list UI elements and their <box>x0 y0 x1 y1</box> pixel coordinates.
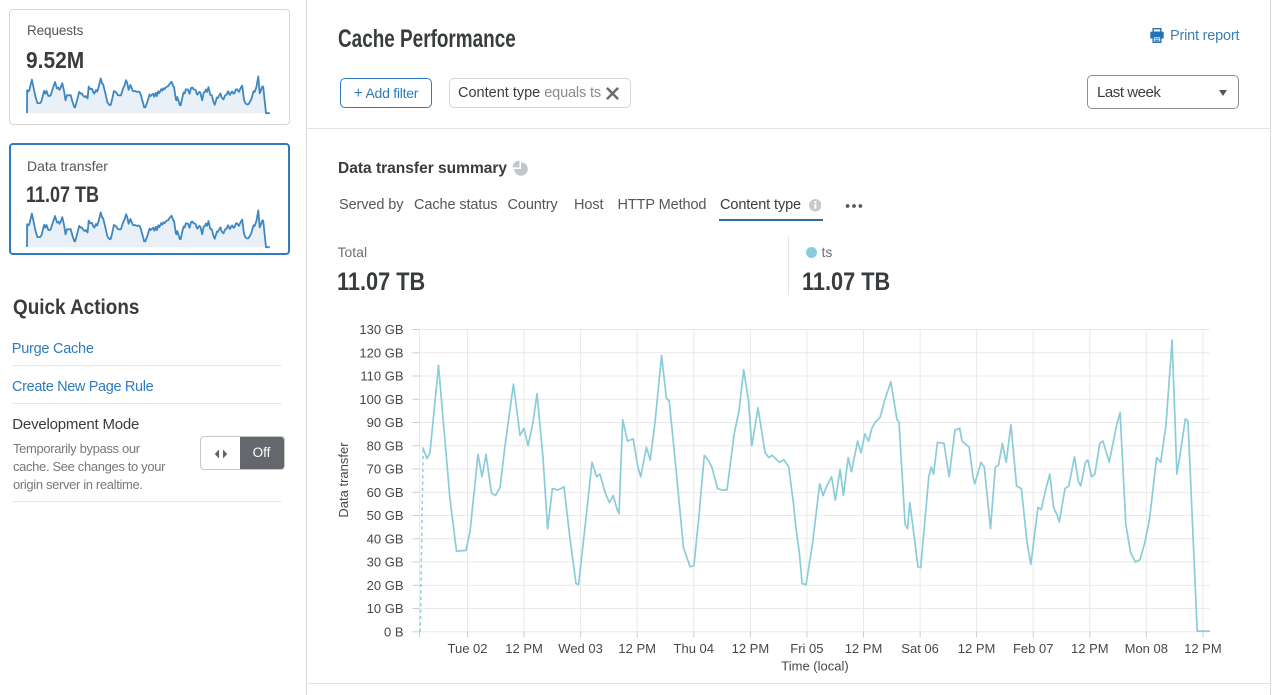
svg-text:12 PM: 12 PM <box>1184 641 1222 656</box>
svg-text:Data transfer: Data transfer <box>336 442 351 518</box>
svg-text:12 PM: 12 PM <box>505 641 543 656</box>
svg-text:90 GB: 90 GB <box>367 415 404 430</box>
svg-text:Mon 08: Mon 08 <box>1125 641 1168 656</box>
svg-text:0 B: 0 B <box>384 624 404 639</box>
svg-text:Tue 02: Tue 02 <box>448 641 488 656</box>
svg-text:Feb 07: Feb 07 <box>1013 641 1053 656</box>
svg-text:Fri 05: Fri 05 <box>790 641 823 656</box>
svg-text:12 PM: 12 PM <box>958 641 996 656</box>
svg-text:12 PM: 12 PM <box>845 641 883 656</box>
svg-text:10 GB: 10 GB <box>367 601 404 616</box>
svg-text:Sat 06: Sat 06 <box>901 641 939 656</box>
svg-text:80 GB: 80 GB <box>367 438 404 453</box>
svg-text:Time (local): Time (local) <box>781 659 848 674</box>
svg-text:70 GB: 70 GB <box>367 462 404 477</box>
svg-text:30 GB: 30 GB <box>367 555 404 570</box>
svg-text:12 PM: 12 PM <box>1071 641 1109 656</box>
svg-text:50 GB: 50 GB <box>367 508 404 523</box>
svg-text:120 GB: 120 GB <box>359 345 403 360</box>
svg-text:100 GB: 100 GB <box>359 392 403 407</box>
svg-text:40 GB: 40 GB <box>367 531 404 546</box>
svg-text:Wed 03: Wed 03 <box>558 641 603 656</box>
svg-text:12 PM: 12 PM <box>618 641 656 656</box>
svg-text:Thu 04: Thu 04 <box>674 641 714 656</box>
svg-text:130 GB: 130 GB <box>359 322 403 337</box>
svg-text:20 GB: 20 GB <box>367 578 404 593</box>
svg-text:12 PM: 12 PM <box>732 641 770 656</box>
svg-text:60 GB: 60 GB <box>367 485 404 500</box>
svg-text:110 GB: 110 GB <box>360 369 403 384</box>
